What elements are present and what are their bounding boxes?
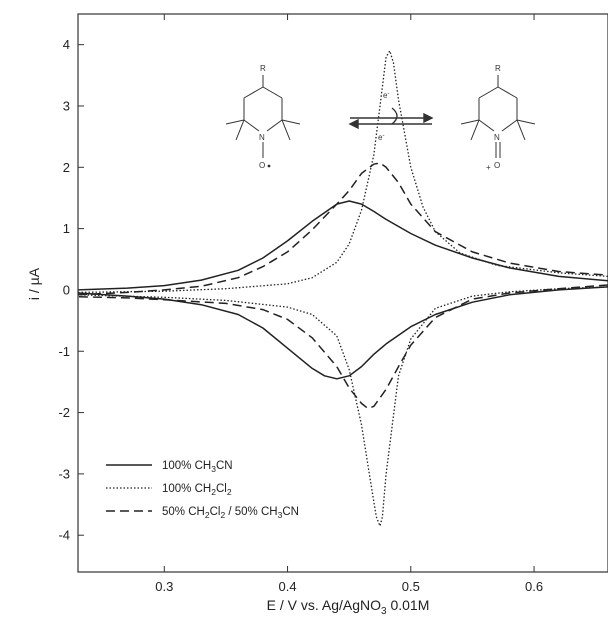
x-tick-label: 0.3	[155, 579, 173, 594]
x-axis-title: E / V vs. Ag/AgNO3 0.01M	[267, 597, 430, 617]
structure-label-r-left: R	[260, 64, 266, 73]
series-solid-forward-sweep	[77, 200, 608, 291]
electron-label-top: e-	[383, 91, 389, 100]
x-tick-label: 0.5	[402, 579, 420, 594]
y-tick-label: -3	[58, 466, 70, 481]
structure-label-r-right: R	[495, 64, 501, 73]
y-tick-label: 3	[63, 98, 70, 113]
structure-label-o-left: O	[259, 161, 265, 170]
legend: 100% CH3CN 100% CH2Cl2 50% CH2Cl2​ / 50%…	[106, 460, 299, 520]
series-dotted-forward-sweep	[77, 50, 608, 294]
nitroxide-radical-structure	[225, 75, 301, 158]
x-tick-label: 0.6	[525, 579, 543, 594]
series-layer	[77, 50, 608, 527]
y-tick-label: 2	[63, 160, 70, 175]
equilibrium-arrows	[348, 107, 434, 130]
y-tick-label: 0	[63, 282, 70, 297]
y-tick-label: -2	[58, 405, 70, 420]
y-tick-label: 4	[63, 37, 70, 52]
structure-label-n-right: N	[494, 133, 500, 142]
structure-label-plus: +	[486, 163, 491, 172]
y-tick-label: -4	[58, 528, 70, 543]
x-tick-label: 0.4	[278, 579, 296, 594]
oxoammonium-cation-structure	[460, 75, 536, 158]
series-solid-reverse-sweep	[77, 286, 608, 380]
legend-label-mixture: 50% CH2Cl2​ / 50% CH3CN	[162, 506, 299, 520]
y-tick-label: -1	[58, 344, 70, 359]
axis-ticks: 0.3 0.4 0.5 0.6 -4 -3 -2 -1 0 1 2 3 4	[58, 14, 543, 594]
tempo-redox-scheme: R N O e- e- R	[225, 64, 536, 172]
y-axis-title: i / µA	[26, 267, 42, 300]
legend-label-ch3cn: 100% CH3CN	[162, 460, 233, 474]
structure-label-n-left: N	[259, 133, 265, 142]
radical-dot	[267, 164, 271, 168]
electron-label-bottom: e-	[378, 133, 384, 142]
series-dashed-forward-sweep	[77, 162, 608, 296]
legend-label-ch2cl2: 100% CH2Cl2	[162, 483, 232, 497]
structure-label-o-right: O	[494, 161, 500, 170]
y-tick-label: 1	[63, 221, 70, 236]
legend-mixture-tail: / 50% CH	[225, 506, 277, 518]
series-dashed-reverse-sweep	[77, 284, 608, 410]
series-dotted-reverse-sweep	[77, 286, 608, 527]
